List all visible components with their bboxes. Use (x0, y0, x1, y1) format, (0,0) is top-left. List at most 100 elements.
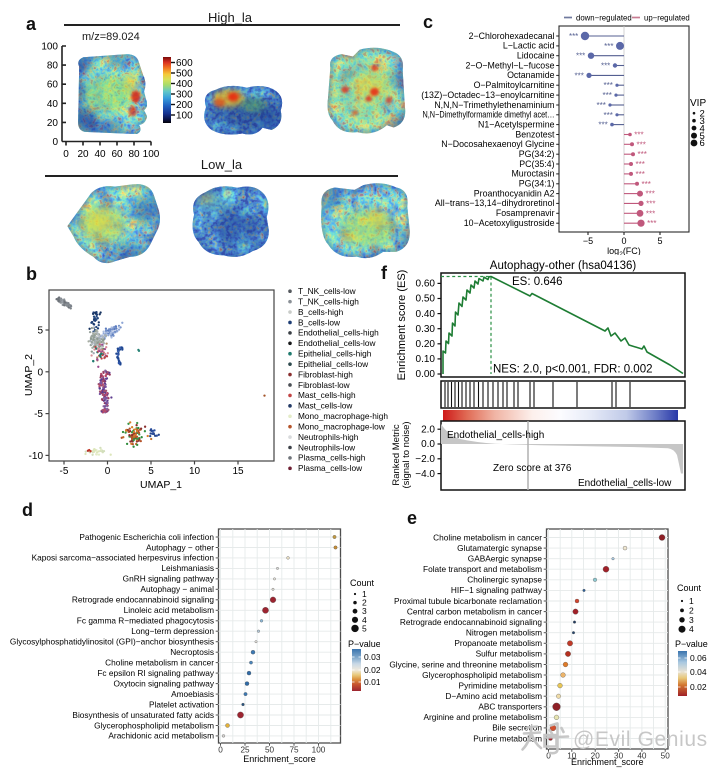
svg-text:Arginine and proline metabolis: Arginine and proline metabolism (423, 712, 542, 722)
svg-text:40: 40 (94, 149, 106, 160)
svg-text:-5: -5 (60, 466, 69, 477)
svg-text:@Evil Genius: @Evil Genius (573, 728, 708, 751)
svg-text:0.00: 0.00 (416, 369, 436, 380)
svg-text:0: 0 (546, 752, 551, 761)
svg-text:50: 50 (265, 746, 275, 755)
svg-text:0: 0 (52, 137, 58, 148)
svg-text:Lidocaine: Lidocaine (517, 51, 555, 61)
svg-text:Enrichment_score: Enrichment_score (571, 757, 644, 767)
svg-text:Autophagy − animal: Autophagy − animal (140, 584, 214, 594)
svg-text:4: 4 (700, 123, 705, 134)
svg-text:0.03: 0.03 (364, 652, 380, 662)
svg-text:Proximal tubule bicarbonate re: Proximal tubule bicarbonate reclamation (394, 596, 542, 606)
svg-text:500: 500 (176, 69, 193, 80)
svg-text:PC(35:4): PC(35:4) (519, 159, 554, 169)
svg-text:Endothelial_cells-high: Endothelial_cells-high (447, 430, 544, 441)
svg-text:-10: -10 (29, 451, 44, 462)
svg-text:UMAP_2: UMAP_2 (23, 354, 35, 396)
svg-text:Glutamatergic synapse: Glutamatergic synapse (457, 543, 542, 553)
svg-text:P−value: P−value (675, 639, 708, 649)
svg-text:Oxytocin signaling pathway: Oxytocin signaling pathway (113, 678, 214, 688)
svg-text:Mono_macrophage-low: Mono_macrophage-low (298, 421, 386, 431)
svg-text:0.02: 0.02 (364, 665, 380, 675)
svg-text:***: *** (604, 111, 613, 120)
svg-text:100: 100 (143, 149, 160, 160)
svg-text:5: 5 (37, 326, 43, 337)
svg-text:50: 50 (661, 752, 671, 761)
svg-text:O−Palmitoylcarnitine: O−Palmitoylcarnitine (474, 80, 555, 90)
svg-text:−2.0: −2.0 (415, 454, 435, 465)
svg-text:Linoleic acid metabolism: Linoleic acid metabolism (124, 605, 214, 615)
svg-text:***: *** (646, 209, 655, 218)
svg-text:2−Chlorohexadecanal: 2−Chlorohexadecanal (469, 31, 555, 41)
svg-text:Octanamide: Octanamide (507, 70, 555, 80)
svg-text:Biosynthesis of unsaturated fa: Biosynthesis of unsaturated fatty acids (72, 710, 214, 720)
svg-text:N1−Acetylspermine: N1−Acetylspermine (478, 119, 555, 129)
svg-text:Propanoate metabolism: Propanoate metabolism (454, 638, 542, 648)
svg-text:6: 6 (700, 138, 705, 149)
svg-text:Fibroblast-low: Fibroblast-low (298, 380, 351, 390)
svg-text:***: *** (634, 131, 643, 140)
svg-text:2: 2 (362, 598, 367, 608)
svg-text:(signal to noise): (signal to noise) (401, 421, 412, 488)
svg-text:5: 5 (700, 131, 705, 142)
svg-text:60: 60 (111, 149, 123, 160)
svg-text:***: *** (646, 190, 655, 199)
svg-text:0.04: 0.04 (690, 667, 707, 677)
svg-text:0: 0 (218, 746, 223, 755)
svg-text:up−regulated: up−regulated (644, 14, 690, 23)
svg-text:0.50: 0.50 (416, 294, 436, 305)
svg-text:***: *** (637, 140, 646, 149)
svg-text:4: 4 (362, 615, 367, 625)
svg-text:***: *** (636, 160, 645, 169)
svg-text:Count: Count (350, 578, 375, 588)
svg-text:0: 0 (621, 236, 626, 246)
svg-text:***: *** (597, 101, 606, 110)
svg-text:Amoebiasis: Amoebiasis (171, 689, 214, 699)
svg-text:***: *** (647, 219, 656, 228)
svg-text:40: 40 (47, 99, 59, 110)
svg-text:Neutrophils-high: Neutrophils-high (298, 432, 359, 442)
svg-text:***: *** (636, 170, 645, 179)
svg-text:0.01: 0.01 (364, 677, 380, 687)
svg-text:Muroctasin: Muroctasin (511, 169, 554, 179)
svg-text:0.20: 0.20 (416, 339, 436, 350)
svg-text:0.10: 0.10 (416, 354, 436, 365)
svg-text:Central carbon metabolism in c: Central carbon metabolism in cancer (407, 606, 542, 616)
svg-text:0.60: 0.60 (416, 279, 436, 290)
svg-text:log2(FC): log2(FC) (607, 246, 641, 255)
svg-text:Long−term depression: Long−term depression (131, 626, 214, 636)
svg-text:Bile secretion: Bile secretion (492, 723, 542, 733)
svg-text:Enrichment_score: Enrichment_score (243, 754, 316, 764)
svg-text:2−O−Methyl−L−fucose: 2−O−Methyl−L−fucose (465, 60, 554, 70)
svg-text:Sulfur metabolism: Sulfur metabolism (476, 649, 542, 659)
svg-text:GABAergic synapse: GABAergic synapse (468, 554, 543, 564)
svg-text:Ranked Metric: Ranked Metric (391, 424, 402, 485)
svg-text:***: *** (604, 42, 613, 51)
svg-text:25: 25 (240, 746, 250, 755)
svg-text:20: 20 (77, 149, 89, 160)
svg-text:-5: -5 (34, 409, 43, 420)
svg-text:PG(34:1): PG(34:1) (519, 179, 555, 189)
svg-text:PG(34:2): PG(34:2) (519, 149, 555, 159)
svg-text:ABC transporters: ABC transporters (478, 702, 542, 712)
svg-text:***: *** (646, 199, 655, 208)
svg-text:B_cells-high: B_cells-high (298, 307, 344, 317)
svg-text:Glycerophospholipid metabolism: Glycerophospholipid metabolism (94, 720, 214, 730)
svg-text:3: 3 (362, 606, 367, 616)
svg-text:***: *** (603, 91, 612, 100)
svg-text:2: 2 (700, 108, 705, 119)
svg-text:***: *** (638, 150, 647, 159)
svg-text:5: 5 (657, 236, 662, 246)
svg-text:down−regulated: down−regulated (576, 14, 632, 23)
svg-text:N−Docosahexaenoyl Glycine: N−Docosahexaenoyl Glycine (441, 139, 554, 149)
svg-text:10−Acetoxyligustroside: 10−Acetoxyligustroside (464, 218, 555, 228)
svg-text:0: 0 (105, 466, 111, 477)
svg-text:Mono_macrophage-high: Mono_macrophage-high (298, 411, 388, 421)
svg-text:Pathogenic Escherichia coli in: Pathogenic Escherichia coli infection (79, 532, 214, 542)
svg-text:T_NK_cells-high: T_NK_cells-high (298, 296, 359, 306)
svg-text:−4.0: −4.0 (415, 469, 435, 480)
svg-text:1: 1 (362, 589, 367, 599)
svg-text:Plasma_cells-high: Plasma_cells-high (298, 453, 366, 463)
svg-text:P−value: P−value (348, 639, 380, 649)
